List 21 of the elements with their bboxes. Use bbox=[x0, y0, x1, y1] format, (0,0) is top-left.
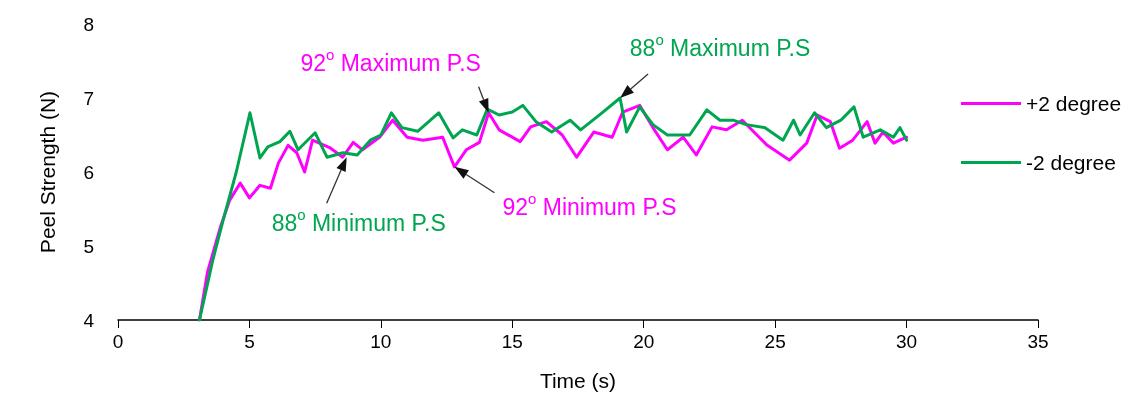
annotation: 88$^{o}$ Minimum P.S bbox=[271, 206, 446, 237]
y-axis-title: Peel Strength (N) bbox=[36, 90, 59, 254]
x-tick-label: 25 bbox=[764, 331, 786, 352]
legend-label: -2 degree bbox=[1026, 151, 1116, 174]
y-tick-label: 7 bbox=[83, 87, 94, 109]
x-tick-label: 15 bbox=[501, 331, 523, 352]
x-tick-label: 10 bbox=[370, 331, 392, 352]
x-tick-label: 5 bbox=[244, 331, 255, 352]
y-tick-label: 6 bbox=[83, 161, 94, 183]
x-tick-label: 0 bbox=[112, 331, 124, 352]
y-tick-label: 8 bbox=[83, 13, 94, 35]
x-tick-label: 30 bbox=[896, 331, 918, 352]
x-tick-label: 35 bbox=[1027, 331, 1049, 352]
y-tick-label: 5 bbox=[83, 235, 94, 257]
annotation: 88$^{o}$ Maximum P.S bbox=[629, 31, 811, 62]
annotation: 92$^{o}$ Minimum P.S bbox=[502, 190, 677, 220]
y-tick-label: 4 bbox=[83, 309, 95, 331]
legend-label: +2 degree bbox=[1026, 92, 1122, 115]
x-axis-title: Time (s) bbox=[539, 369, 617, 392]
x-tick-label: 20 bbox=[633, 331, 655, 352]
annotation: 92$^{o}$ Maximum P.S bbox=[300, 46, 481, 76]
